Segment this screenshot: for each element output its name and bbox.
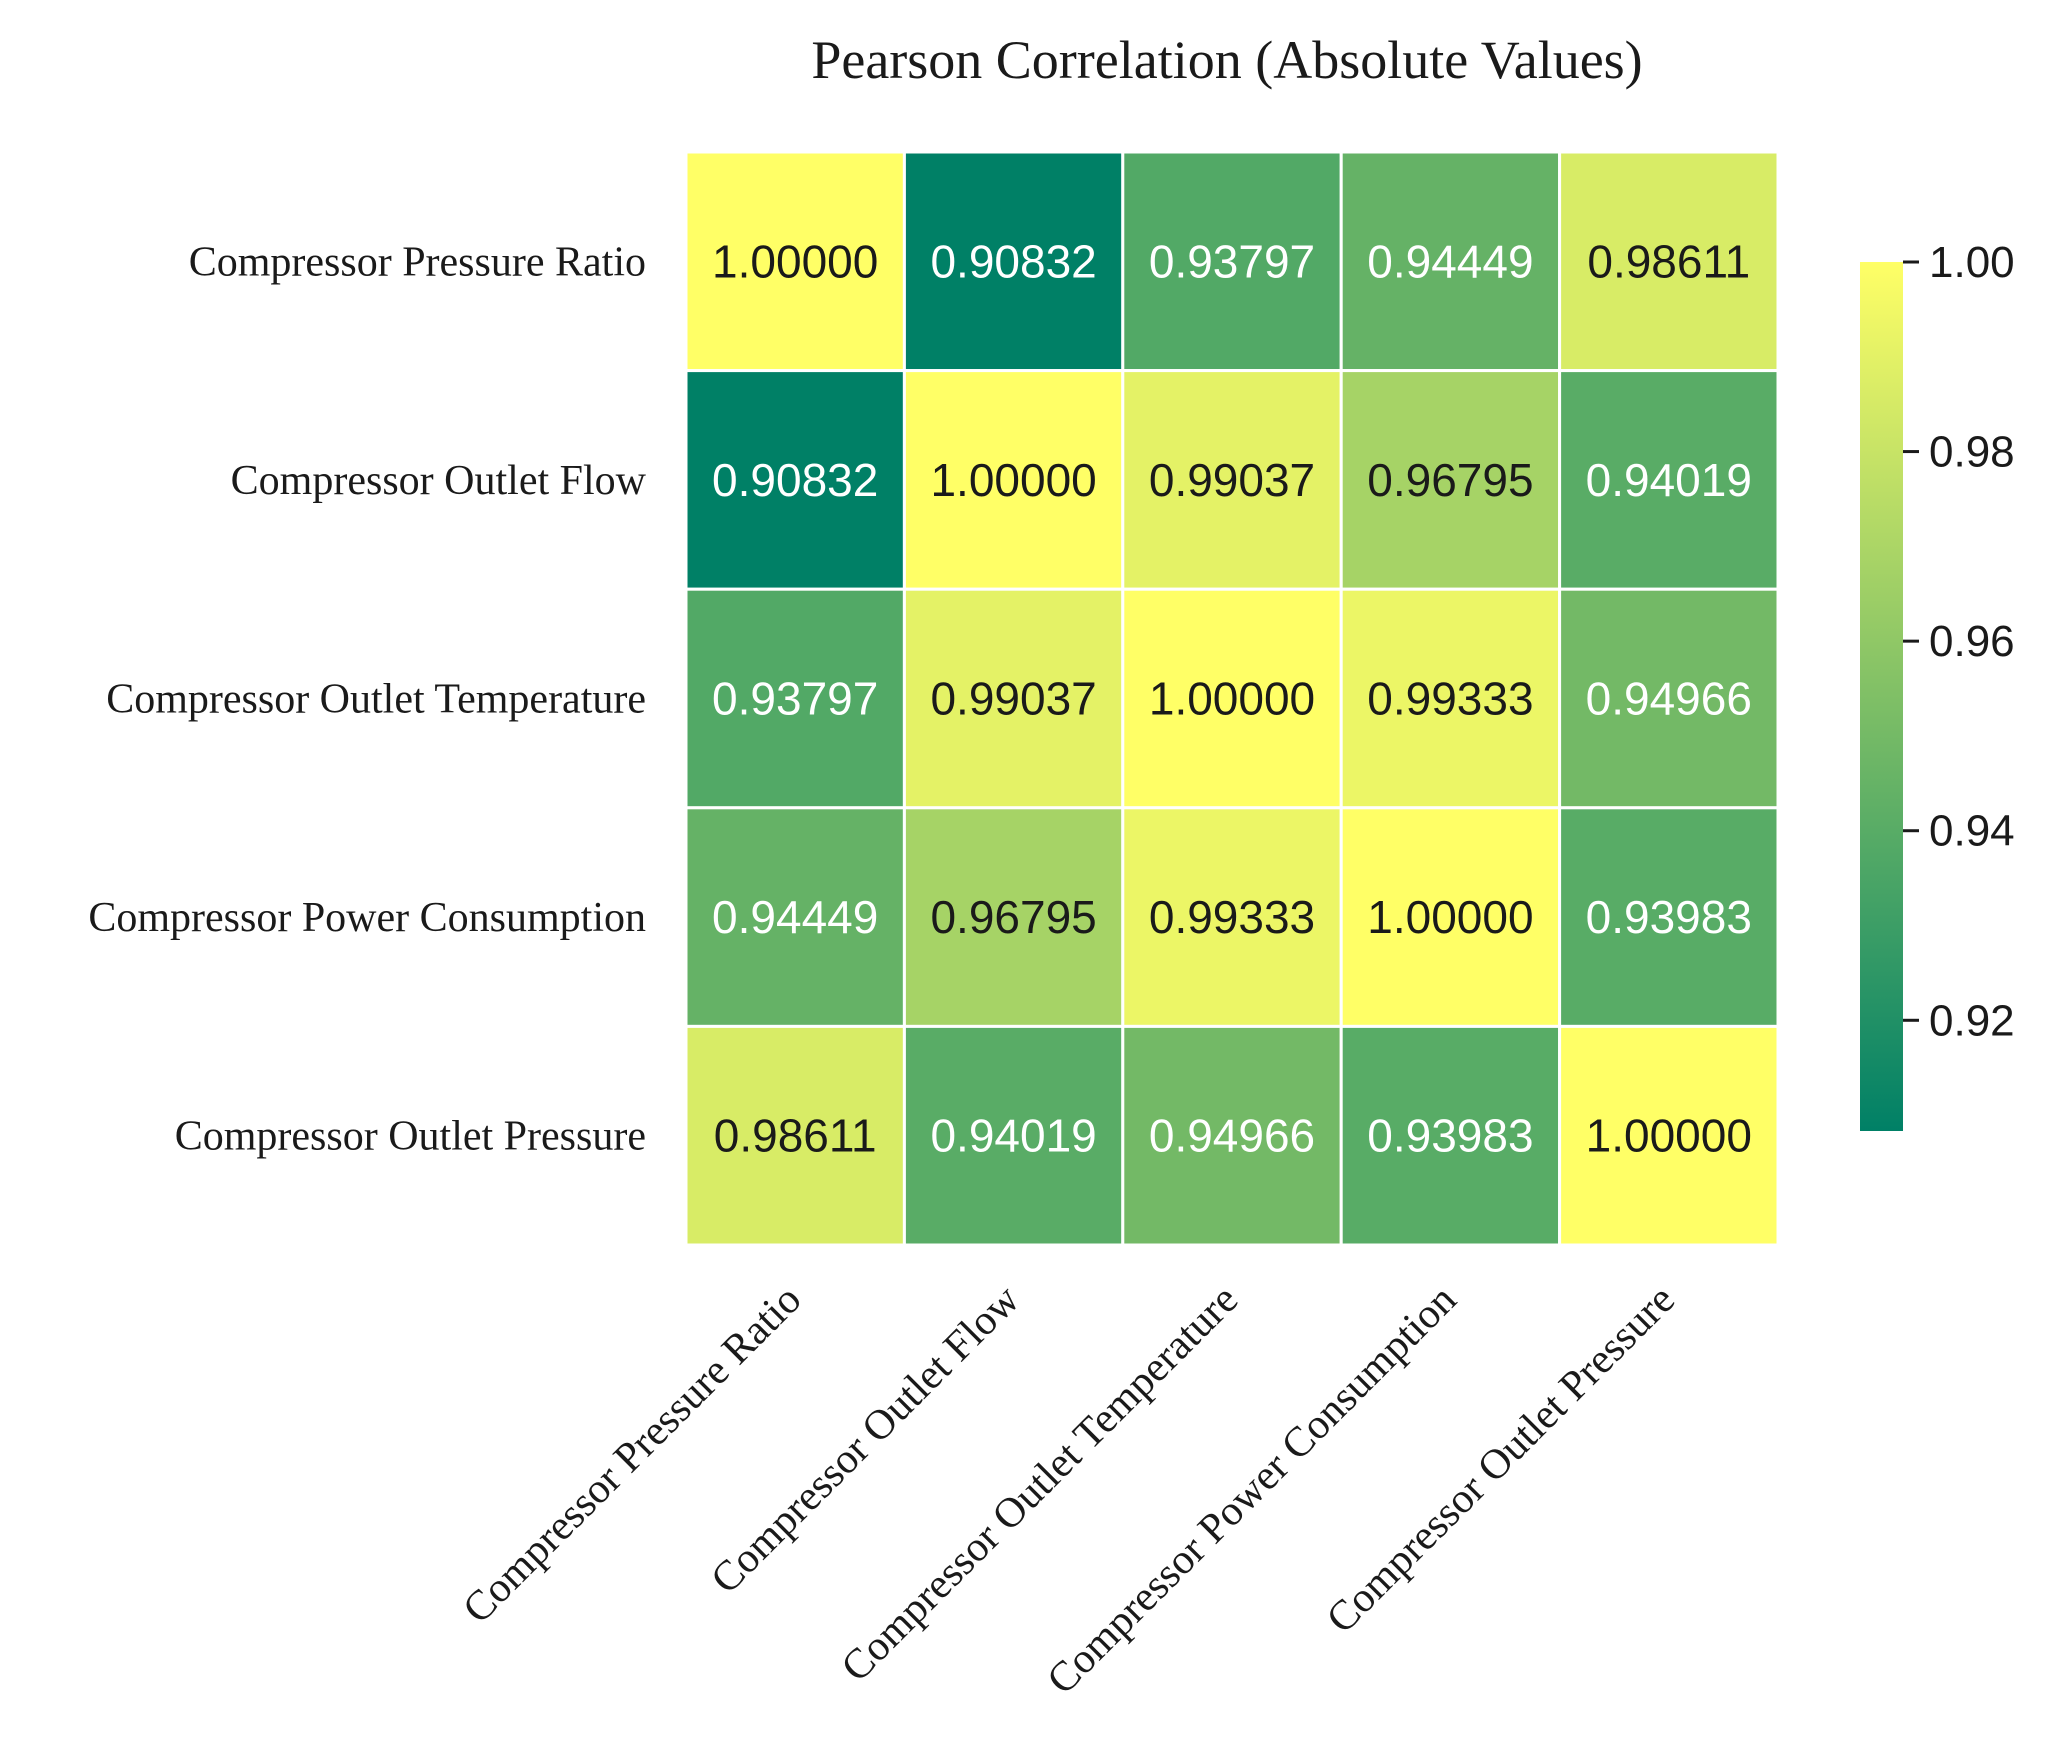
heatmap-cell-r2-c1 bbox=[902, 587, 1125, 810]
chart-title: Pearson Correlation (Absolute Values) bbox=[811, 30, 1642, 90]
row-label-2: Compressor Outlet Temperature bbox=[106, 677, 646, 723]
heatmap-cells: 1.00000 0.90832 0.93797 0.94449 0.98611 0.908… bbox=[684, 150, 1780, 1247]
cell-value-r2-c2: 1.00000 bbox=[1149, 673, 1315, 725]
colorbar-gradient bbox=[1860, 262, 1903, 1131]
cell-value-r3-c4: 0.93983 bbox=[1586, 891, 1752, 943]
cell-value-r2-c3: 0.99333 bbox=[1367, 673, 1533, 725]
heatmap-cell-r2-c3 bbox=[1339, 587, 1562, 810]
cell-value-r2-c0: 0.93797 bbox=[712, 673, 878, 725]
heatmap-cell-r2-c4 bbox=[1558, 587, 1780, 810]
heatmap-cell-r1-c2 bbox=[1121, 369, 1343, 591]
column-label-2: Compressor Outlet Temperature bbox=[833, 1277, 1247, 1691]
cell-value-r0-c1: 0.90832 bbox=[930, 235, 1096, 287]
cell-value-r2-c4: 0.94966 bbox=[1586, 673, 1752, 725]
cell-value-r1-c3: 0.96795 bbox=[1367, 454, 1533, 506]
cell-value-r0-c4: 0.98611 bbox=[1587, 235, 1750, 287]
cell-value-r1-c2: 0.99037 bbox=[1149, 454, 1315, 506]
cell-value-r4-c0: 0.98611 bbox=[714, 1110, 877, 1162]
cell-value-r1-c1: 1.00000 bbox=[930, 454, 1096, 506]
colorbar: 0.92 0.94 0.96 0.98 1.00 bbox=[1860, 238, 2015, 1131]
colorbar-tick-label-0: 0.92 bbox=[1929, 996, 2015, 1045]
colorbar-ticks: 0.92 0.94 0.96 0.98 1.00 bbox=[1903, 238, 2015, 1045]
heatmap-cell-r3-c1 bbox=[902, 806, 1125, 1028]
heatmap-cell-r1-c4 bbox=[1558, 369, 1780, 591]
row-label-3: Compressor Power Consumption bbox=[88, 895, 646, 941]
row-labels: Compressor Pressure Ratio Compressor Outl… bbox=[88, 239, 646, 1159]
cell-value-r3-c0: 0.94449 bbox=[712, 891, 878, 943]
heatmap-cell-r0-c1 bbox=[902, 150, 1125, 373]
cell-value-r4-c2: 0.94966 bbox=[1149, 1110, 1315, 1162]
colorbar-tick-label-2: 0.96 bbox=[1929, 617, 2015, 666]
column-label-4: Compressor Outlet Pressure bbox=[1318, 1277, 1684, 1643]
heatmap-cell-r0-c0 bbox=[684, 150, 906, 373]
cell-value-r0-c2: 0.93797 bbox=[1149, 235, 1315, 287]
cell-value-r0-c0: 1.00000 bbox=[712, 235, 878, 287]
heatmap-cell-r4-c0 bbox=[684, 1024, 906, 1247]
heatmap-cell-r4-c2 bbox=[1121, 1024, 1343, 1247]
cell-value-r3-c2: 0.99333 bbox=[1149, 891, 1315, 943]
cell-value-r3-c1: 0.96795 bbox=[930, 891, 1096, 943]
heatmap-cell-r4-c1 bbox=[902, 1024, 1125, 1247]
cell-value-r0-c3: 0.94449 bbox=[1367, 235, 1533, 287]
heatmap-cell-r0-c2 bbox=[1121, 150, 1343, 373]
cell-value-r3-c3: 1.00000 bbox=[1367, 891, 1533, 943]
column-label-3: Compressor Power Consumption bbox=[1039, 1277, 1466, 1704]
cell-value-r1-c0: 0.90832 bbox=[712, 454, 878, 506]
colorbar-tick-label-4: 1.00 bbox=[1929, 238, 2015, 287]
colorbar-tick-label-3: 0.98 bbox=[1929, 428, 2015, 477]
heatmap-cell-r1-c0 bbox=[684, 369, 906, 591]
heatmap-cell-r3-c0 bbox=[684, 806, 906, 1028]
heatmap-cell-r3-c4 bbox=[1558, 806, 1780, 1028]
cell-value-r1-c4: 0.94019 bbox=[1586, 454, 1752, 506]
cell-value-r4-c1: 0.94019 bbox=[930, 1110, 1096, 1162]
heatmap-cell-r4-c4 bbox=[1558, 1024, 1780, 1247]
colorbar-tick-label-1: 0.94 bbox=[1929, 807, 2015, 856]
heatmap-cell-r2-c2 bbox=[1121, 587, 1343, 810]
heatmap-cell-r3-c3 bbox=[1339, 806, 1562, 1028]
cell-value-r4-c4: 1.00000 bbox=[1586, 1110, 1752, 1162]
row-label-0: Compressor Pressure Ratio bbox=[189, 239, 646, 285]
heatmap-cell-r0-c3 bbox=[1339, 150, 1562, 373]
heatmap-cell-r0-c4 bbox=[1558, 150, 1780, 373]
heatmap-cell-r3-c2 bbox=[1121, 806, 1343, 1028]
row-label-1: Compressor Outlet Flow bbox=[231, 458, 647, 504]
cell-value-r2-c1: 0.99037 bbox=[930, 673, 1096, 725]
cell-value-r4-c3: 0.93983 bbox=[1367, 1110, 1533, 1162]
row-label-4: Compressor Outlet Pressure bbox=[175, 1114, 646, 1160]
